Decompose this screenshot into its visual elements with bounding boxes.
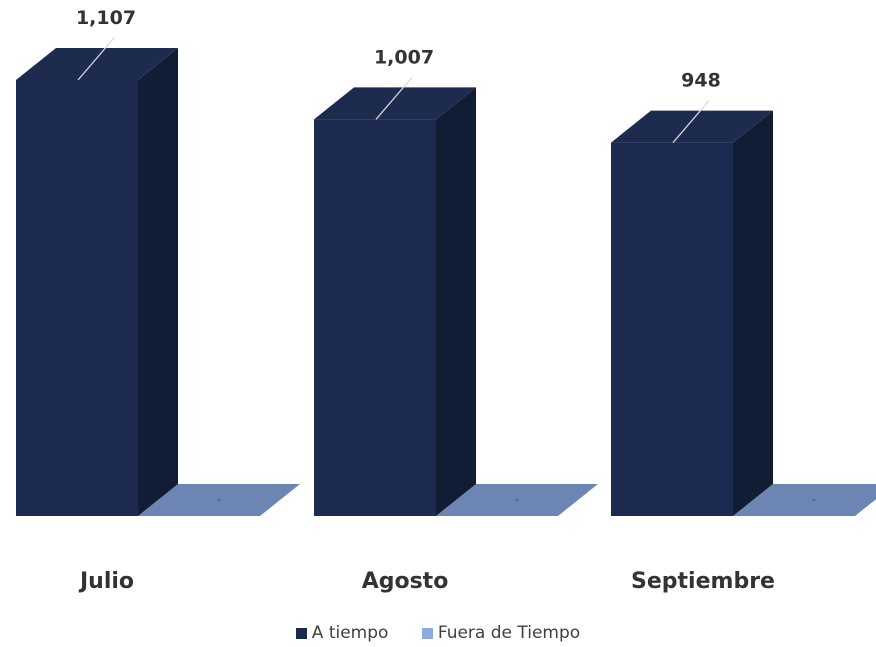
bar-side-a-tiempo-julio bbox=[138, 48, 178, 516]
leader-line-septiembre bbox=[672, 100, 710, 144]
bar-top-a-tiempo-julio bbox=[16, 48, 178, 80]
leader-line-agosto bbox=[375, 76, 413, 120]
legend-swatch-fuera-de-tiempo bbox=[421, 628, 433, 639]
category-label-julio: Julio bbox=[78, 569, 134, 594]
category-label-agosto: Agosto bbox=[362, 569, 449, 594]
bar-fuera-de-tiempo-septiembre bbox=[733, 484, 876, 516]
bar-top-a-tiempo-agosto bbox=[314, 87, 476, 120]
data-label-fuera-de-tiempo-julio: - bbox=[217, 493, 221, 506]
bar-top-a-tiempo-septiembre bbox=[611, 110, 773, 143]
category-label-septiembre: Septiembre bbox=[631, 569, 775, 594]
data-label-a-tiempo-agosto: 1,007 bbox=[374, 46, 434, 68]
legend-item-a-tiempo: A tiempo bbox=[295, 623, 389, 643]
bar-side-a-tiempo-septiembre bbox=[733, 110, 773, 517]
bar-fuera-de-tiempo-agosto bbox=[436, 484, 598, 516]
bar-a-tiempo-agosto bbox=[314, 119, 436, 516]
leader-line-julio bbox=[77, 37, 115, 81]
data-label-fuera-de-tiempo-septiembre: - bbox=[812, 493, 816, 506]
bar-a-tiempo-septiembre bbox=[611, 142, 733, 517]
legend-label-a-tiempo: A tiempo bbox=[311, 623, 389, 643]
bar-side-a-tiempo-agosto bbox=[436, 87, 476, 516]
data-label-fuera-de-tiempo-agosto: - bbox=[515, 493, 519, 506]
legend: A tiempo Fuera de Tiempo bbox=[0, 623, 876, 643]
data-label-a-tiempo-septiembre: 948 bbox=[681, 70, 721, 92]
legend-swatch-a-tiempo bbox=[295, 628, 307, 639]
bar-fuera-de-tiempo-julio bbox=[138, 484, 300, 516]
data-label-a-tiempo-julio: 1,107 bbox=[76, 7, 136, 29]
legend-item-fuera-de-tiempo: Fuera de Tiempo bbox=[421, 623, 581, 643]
legend-label-fuera-de-tiempo: Fuera de Tiempo bbox=[437, 623, 581, 643]
bar-a-tiempo-julio bbox=[16, 80, 138, 516]
